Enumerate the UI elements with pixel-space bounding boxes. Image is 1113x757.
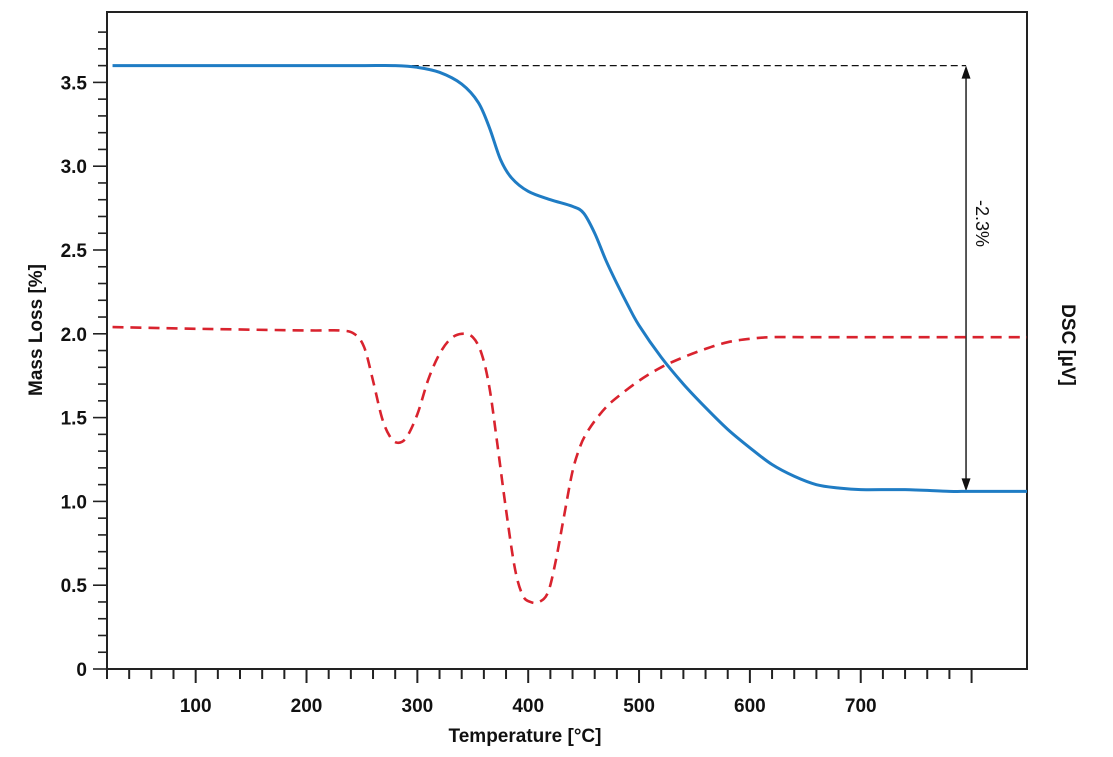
- y-tick-label: 1.0: [61, 492, 87, 513]
- y-tick-label: 1.5: [61, 409, 88, 430]
- x-tick-label: 600: [734, 696, 766, 717]
- x-tick-label: 300: [402, 696, 434, 717]
- arrowhead-bottom: [961, 478, 971, 492]
- y-axis-title: Mass Loss [%]: [26, 264, 47, 396]
- dsc-dashed-line: [112, 325, 1027, 605]
- arrowhead-top: [961, 65, 971, 79]
- x-tick-label: 200: [291, 696, 323, 717]
- tick-layer: [93, 31, 973, 683]
- y-tick-label: 2.0: [61, 325, 87, 346]
- y-tick-label: 0: [76, 660, 87, 681]
- mass-loss-annotation: -2.3%: [972, 200, 992, 247]
- y-tick-label: 3.0: [61, 157, 87, 178]
- x-tick-label: 100: [180, 696, 212, 717]
- plot-frame: [106, 11, 1028, 670]
- annotation-layer: -2.3%: [400, 65, 992, 492]
- tick-label-layer: 100 200 300 400 500 600 700 0 0.5 1.0 1.5 2.0 2.5 3.0…: [61, 73, 877, 717]
- x-tick-label: 400: [512, 696, 544, 717]
- y-tick-label: 2.5: [61, 241, 88, 262]
- x-tick-label: 700: [845, 696, 877, 717]
- mass-loss-line: [112, 64, 1027, 493]
- y-tick-label: 3.5: [61, 73, 88, 94]
- y-tick-label: 0.5: [61, 576, 88, 597]
- x-tick-label: 500: [623, 696, 655, 717]
- y2-axis-title: DSC [µV]: [1057, 304, 1078, 386]
- x-axis-title: Temperature [°C]: [449, 726, 602, 747]
- series-layer: [112, 64, 1027, 605]
